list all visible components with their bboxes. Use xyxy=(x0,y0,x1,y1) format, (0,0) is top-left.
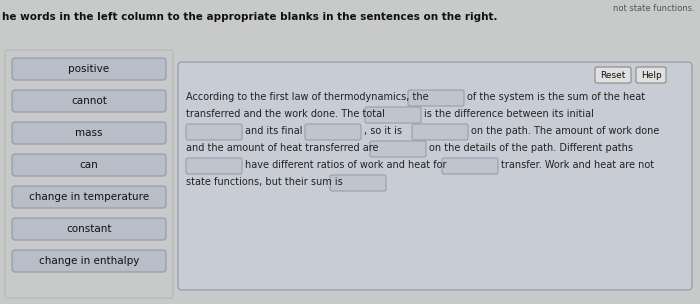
Text: constant: constant xyxy=(66,224,112,234)
Text: have different ratios of work and heat for: have different ratios of work and heat f… xyxy=(245,160,447,170)
Text: state functions, but their sum is: state functions, but their sum is xyxy=(186,177,343,187)
Text: transfer. Work and heat are not: transfer. Work and heat are not xyxy=(501,160,654,170)
FancyBboxPatch shape xyxy=(595,67,631,83)
Text: he words in the left column to the appropriate blanks in the sentences on the ri: he words in the left column to the appro… xyxy=(2,12,498,22)
Text: change in enthalpy: change in enthalpy xyxy=(38,256,139,266)
FancyBboxPatch shape xyxy=(636,67,666,83)
Text: cannot: cannot xyxy=(71,96,107,106)
Text: and the amount of heat transferred are: and the amount of heat transferred are xyxy=(186,143,379,153)
Text: on the path. The amount of work done: on the path. The amount of work done xyxy=(471,126,659,136)
FancyBboxPatch shape xyxy=(330,175,386,191)
FancyBboxPatch shape xyxy=(305,124,361,140)
Text: mass: mass xyxy=(76,128,103,138)
FancyBboxPatch shape xyxy=(12,250,166,272)
FancyBboxPatch shape xyxy=(178,62,692,290)
FancyBboxPatch shape xyxy=(442,158,498,174)
FancyBboxPatch shape xyxy=(12,218,166,240)
Text: and its final: and its final xyxy=(245,126,302,136)
FancyBboxPatch shape xyxy=(408,90,464,106)
Text: not state functions.: not state functions. xyxy=(613,4,695,13)
FancyBboxPatch shape xyxy=(12,154,166,176)
Text: positive: positive xyxy=(69,64,110,74)
Text: change in temperature: change in temperature xyxy=(29,192,149,202)
Text: Reset: Reset xyxy=(601,71,626,80)
FancyBboxPatch shape xyxy=(412,124,468,140)
Text: can: can xyxy=(80,160,99,170)
FancyBboxPatch shape xyxy=(12,122,166,144)
FancyBboxPatch shape xyxy=(186,158,242,174)
FancyBboxPatch shape xyxy=(12,90,166,112)
Text: According to the first law of thermodynamics, the: According to the first law of thermodyna… xyxy=(186,92,428,102)
Text: of the system is the sum of the heat: of the system is the sum of the heat xyxy=(467,92,645,102)
FancyBboxPatch shape xyxy=(186,124,242,140)
FancyBboxPatch shape xyxy=(365,107,421,123)
Text: is the difference between its initial: is the difference between its initial xyxy=(424,109,594,119)
FancyBboxPatch shape xyxy=(370,141,426,157)
FancyBboxPatch shape xyxy=(12,186,166,208)
Text: , so it is: , so it is xyxy=(364,126,402,136)
Text: transferred and the work done. The total: transferred and the work done. The total xyxy=(186,109,385,119)
FancyBboxPatch shape xyxy=(5,50,173,298)
Text: on the details of the path. Different paths: on the details of the path. Different pa… xyxy=(429,143,633,153)
Text: Help: Help xyxy=(640,71,661,80)
FancyBboxPatch shape xyxy=(12,58,166,80)
